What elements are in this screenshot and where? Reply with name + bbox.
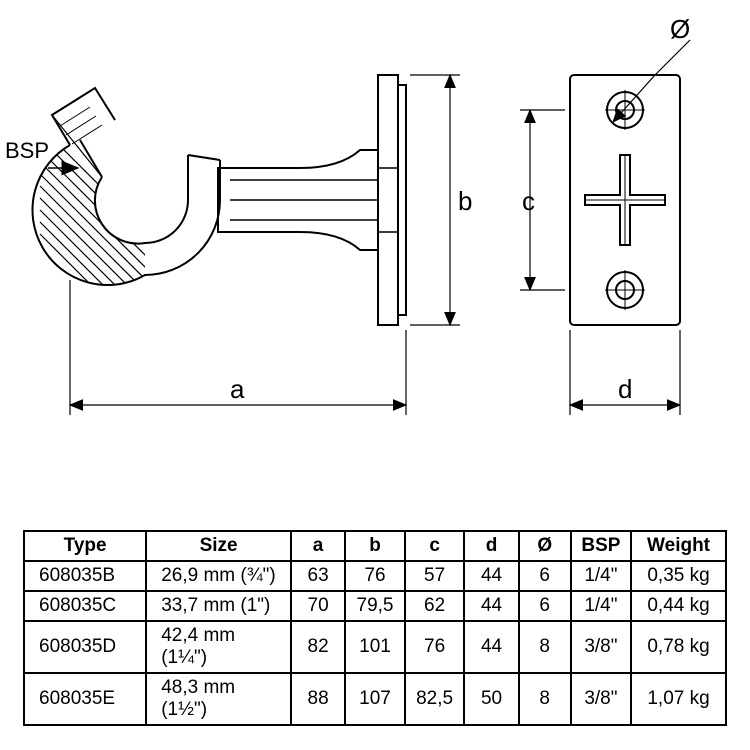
cell-size: 42,4 mm (1¼") — [146, 621, 291, 673]
dim-d-label: d — [618, 374, 632, 404]
cell-d: 50 — [464, 673, 518, 725]
front-view — [520, 40, 690, 415]
cell-bsp: 3/8" — [571, 621, 631, 673]
cell-diameter: 8 — [519, 621, 571, 673]
cell-c: 62 — [405, 591, 465, 621]
cell-bsp: 1/4" — [571, 561, 631, 591]
th-bsp: BSP — [571, 531, 631, 561]
cell-a: 88 — [291, 673, 345, 725]
spec-table-container: Type Size a b c d Ø BSP Weight 608035B26… — [23, 530, 727, 726]
bsp-label: BSP — [5, 138, 49, 163]
cell-d: 44 — [464, 591, 518, 621]
th-weight: Weight — [631, 531, 726, 561]
dim-c-label: c — [522, 186, 535, 216]
cell-weight: 0,44 kg — [631, 591, 726, 621]
technical-drawing: a b BSP c d Ø — [0, 0, 750, 500]
cell-size: 33,7 mm (1") — [146, 591, 291, 621]
cell-diameter: 6 — [519, 561, 571, 591]
table-row: 608035C33,7 mm (1")7079,5624461/4"0,44 k… — [24, 591, 726, 621]
dim-b-label: b — [458, 186, 472, 216]
th-c: c — [405, 531, 465, 561]
cell-type: 608035D — [24, 621, 146, 673]
cell-bsp: 3/8" — [571, 673, 631, 725]
cell-a: 63 — [291, 561, 345, 591]
cell-c: 57 — [405, 561, 465, 591]
cell-weight: 1,07 kg — [631, 673, 726, 725]
cell-weight: 0,35 kg — [631, 561, 726, 591]
cell-b: 101 — [345, 621, 405, 673]
cell-a: 82 — [291, 621, 345, 673]
th-size: Size — [146, 531, 291, 561]
cell-type: 608035E — [24, 673, 146, 725]
cell-d: 44 — [464, 621, 518, 673]
dim-a-label: a — [230, 374, 245, 404]
cell-type: 608035C — [24, 591, 146, 621]
spec-table: Type Size a b c d Ø BSP Weight 608035B26… — [23, 530, 727, 726]
cell-b: 76 — [345, 561, 405, 591]
cell-size: 48,3 mm (1½") — [146, 673, 291, 725]
th-d: d — [464, 531, 518, 561]
table-header-row: Type Size a b c d Ø BSP Weight — [24, 531, 726, 561]
cell-size: 26,9 mm (¾") — [146, 561, 291, 591]
cell-c: 76 — [405, 621, 465, 673]
cell-diameter: 6 — [519, 591, 571, 621]
cell-a: 70 — [291, 591, 345, 621]
th-diameter: Ø — [519, 531, 571, 561]
th-type: Type — [24, 531, 146, 561]
cell-b: 79,5 — [345, 591, 405, 621]
dim-diameter-label: Ø — [670, 14, 690, 44]
side-view — [32, 75, 460, 415]
table-row: 608035D42,4 mm (1¼")82101764483/8"0,78 k… — [24, 621, 726, 673]
cell-c: 82,5 — [405, 673, 465, 725]
cell-d: 44 — [464, 561, 518, 591]
th-b: b — [345, 531, 405, 561]
th-a: a — [291, 531, 345, 561]
cell-diameter: 8 — [519, 673, 571, 725]
cell-bsp: 1/4" — [571, 591, 631, 621]
table-row: 608035E48,3 mm (1½")8810782,55083/8"1,07… — [24, 673, 726, 725]
cell-type: 608035B — [24, 561, 146, 591]
cell-weight: 0,78 kg — [631, 621, 726, 673]
table-row: 608035B26,9 mm (¾")6376574461/4"0,35 kg — [24, 561, 726, 591]
cell-b: 107 — [345, 673, 405, 725]
